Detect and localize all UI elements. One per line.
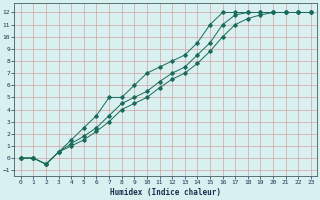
X-axis label: Humidex (Indice chaleur): Humidex (Indice chaleur) — [110, 188, 221, 197]
